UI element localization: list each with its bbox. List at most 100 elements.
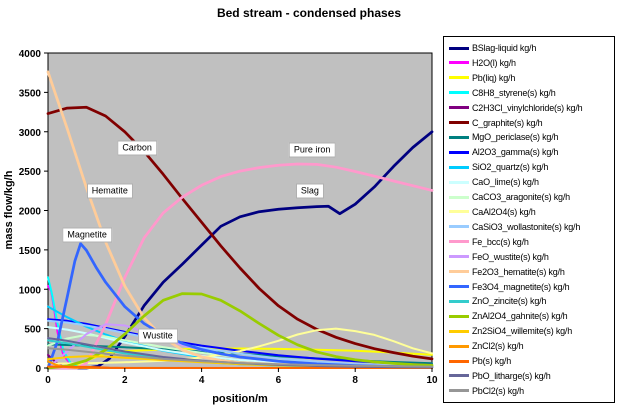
legend-item[interactable]: CaCO3_aragonite(s) kg/h (449, 190, 612, 204)
legend-label: Fe2O3_hematite(s) kg/h (472, 266, 565, 277)
y-tick-label: 2500 (19, 167, 42, 178)
legend-item[interactable]: Zn2SiO4_willemite(s) kg/h (449, 324, 612, 338)
legend-line-swatch (449, 106, 469, 110)
legend-item[interactable]: MgO_periclase(s) kg/h (449, 130, 612, 144)
legend-label: SiO2_quartz(s) kg/h (472, 162, 549, 173)
legend-item[interactable]: ZnCl2(s) kg/h (449, 339, 612, 353)
legend-item[interactable]: CaSiO3_wollastonite(s) kg/h (449, 220, 612, 234)
legend-item[interactable]: Al2O3_gamma(s) kg/h (449, 145, 612, 159)
y-tick-label: 4000 (19, 49, 42, 60)
legend-line-swatch (449, 285, 469, 288)
x-tick-label: 8 (352, 375, 358, 386)
legend-item[interactable]: PbCl2(s) kg/h (449, 384, 612, 398)
legend-item[interactable]: Fe2O3_hematite(s) kg/h (449, 265, 612, 279)
legend-item[interactable]: C8H8_styrene(s) kg/h (449, 86, 612, 100)
x-axis-title[interactable]: position/m (212, 393, 268, 405)
x-tick-label: 10 (426, 375, 438, 386)
x-tick-label: 6 (276, 375, 282, 386)
legend-item[interactable]: C_graphite(s) kg/h (449, 116, 612, 130)
legend-label: ZnAl2O4_gahnite(s) kg/h (472, 311, 568, 322)
legend-label: Zn2SiO4_willemite(s) kg/h (472, 326, 573, 337)
legend-line-swatch (449, 359, 469, 363)
chart-title[interactable]: Bed stream - condensed phases (216, 6, 402, 20)
annotation-slag[interactable]: Slag (295, 183, 324, 199)
series-line (47, 318, 433, 366)
legend-item[interactable]: C2H3Cl_vinylchloride(s) kg/h (449, 101, 612, 115)
series-line (47, 347, 433, 368)
legend-label: ZnO_zincite(s) kg/h (472, 296, 547, 307)
series-line (47, 327, 433, 365)
legend-item[interactable]: Pb(s) kg/h (449, 354, 612, 368)
legend-item[interactable]: Fe3O4_magnetite(s) kg/h (449, 280, 612, 294)
legend-label: CaSiO3_wollastonite(s) kg/h (472, 221, 581, 232)
legend-label: Fe_bcc(s) kg/h (472, 236, 529, 247)
legend-label: Pb(liq) kg/h (472, 72, 516, 83)
legend-item[interactable]: PbO_litharge(s) kg/h (449, 369, 612, 383)
legend-label: CaCO3_aragonite(s) kg/h (472, 192, 570, 203)
y-tick-label: 0 (35, 364, 41, 375)
legend-line-swatch (449, 91, 469, 95)
annotation-magnetite[interactable]: Magnetite (62, 227, 112, 243)
legend-label: FeO_wustite(s) kg/h (472, 251, 549, 262)
legend-line-swatch (449, 270, 469, 274)
series-line (46, 130, 434, 370)
annotation-wustite[interactable]: Wustite (137, 328, 178, 344)
legend-item[interactable]: H2O(l) kg/h (449, 56, 612, 70)
legend[interactable]: BSlag-liquid kg/h H2O(l) kg/h Pb(liq) kg/h… (443, 36, 615, 403)
legend-item[interactable]: Fe_bcc(s) kg/h (449, 235, 612, 249)
x-tick-label: 4 (199, 375, 205, 386)
series-line (46, 292, 434, 370)
y-tick-label: 3500 (19, 88, 42, 99)
legend-line-swatch (449, 299, 469, 303)
legend-line-swatch (449, 165, 469, 169)
legend-label: Al2O3_gamma(s) kg/h (472, 147, 559, 158)
legend-item[interactable]: BSlag-liquid kg/h (449, 41, 612, 55)
plot-background[interactable] (47, 52, 433, 369)
legend-label: CaO_lime(s) kg/h (472, 177, 539, 188)
annotation-hematite[interactable]: Hematite (86, 183, 133, 199)
legend-label: PbCl2(s) kg/h (472, 385, 524, 396)
legend-item[interactable]: CaAl2O4(s) kg/h (449, 205, 612, 219)
legend-line-swatch (449, 314, 469, 318)
annotation-carbon[interactable]: Carbon (117, 140, 157, 156)
legend-line-swatch (449, 150, 469, 154)
x-tick-label: 0 (45, 375, 51, 386)
series-line (47, 319, 433, 368)
y-axis-title[interactable]: mass flow/kg/h (3, 170, 15, 250)
y-tick-label: 1500 (19, 246, 42, 257)
legend-item[interactable]: ZnO_zincite(s) kg/h (449, 294, 612, 308)
legend-line-swatch (449, 374, 469, 378)
y-tick-label: 3000 (19, 128, 42, 139)
legend-line-swatch (449, 76, 469, 80)
annotation-pure-iron[interactable]: Pure iron (288, 142, 336, 158)
legend-item[interactable]: CaO_lime(s) kg/h (449, 175, 612, 189)
legend-label: ZnCl2(s) kg/h (472, 341, 524, 352)
legend-label: MgO_periclase(s) kg/h (472, 132, 559, 143)
x-tick-label: 2 (122, 375, 128, 386)
legend-label: C2H3Cl_vinylchloride(s) kg/h (472, 102, 583, 113)
legend-label: BSlag-liquid kg/h (472, 43, 537, 53)
legend-label: Pb(s) kg/h (472, 356, 512, 367)
series-line (46, 162, 434, 370)
legend-label: C_graphite(s) kg/h (472, 117, 543, 128)
legend-line-swatch (449, 135, 469, 139)
legend-item[interactable]: Pb(liq) kg/h (449, 71, 612, 85)
legend-item[interactable]: SiO2_quartz(s) kg/h (449, 160, 612, 174)
legend-item[interactable]: ZnAl2O4_gahnite(s) kg/h (449, 309, 612, 323)
legend-line-swatch (449, 61, 469, 65)
legend-line-swatch (449, 180, 469, 184)
legend-label: Fe3O4_magnetite(s) kg/h (472, 281, 570, 292)
legend-line-swatch (449, 240, 469, 244)
legend-line-swatch (449, 225, 469, 229)
legend-line-swatch (449, 46, 469, 50)
y-tick-label: 2000 (19, 207, 42, 218)
y-tick-label: 500 (24, 325, 41, 336)
legend-line-swatch (449, 389, 469, 393)
legend-item[interactable]: FeO_wustite(s) kg/h (449, 250, 612, 264)
y-tick-label: 1000 (19, 285, 42, 296)
legend-line-swatch (449, 210, 469, 214)
legend-label: H2O(l) kg/h (472, 57, 516, 68)
legend-label: C8H8_styrene(s) kg/h (472, 87, 556, 98)
